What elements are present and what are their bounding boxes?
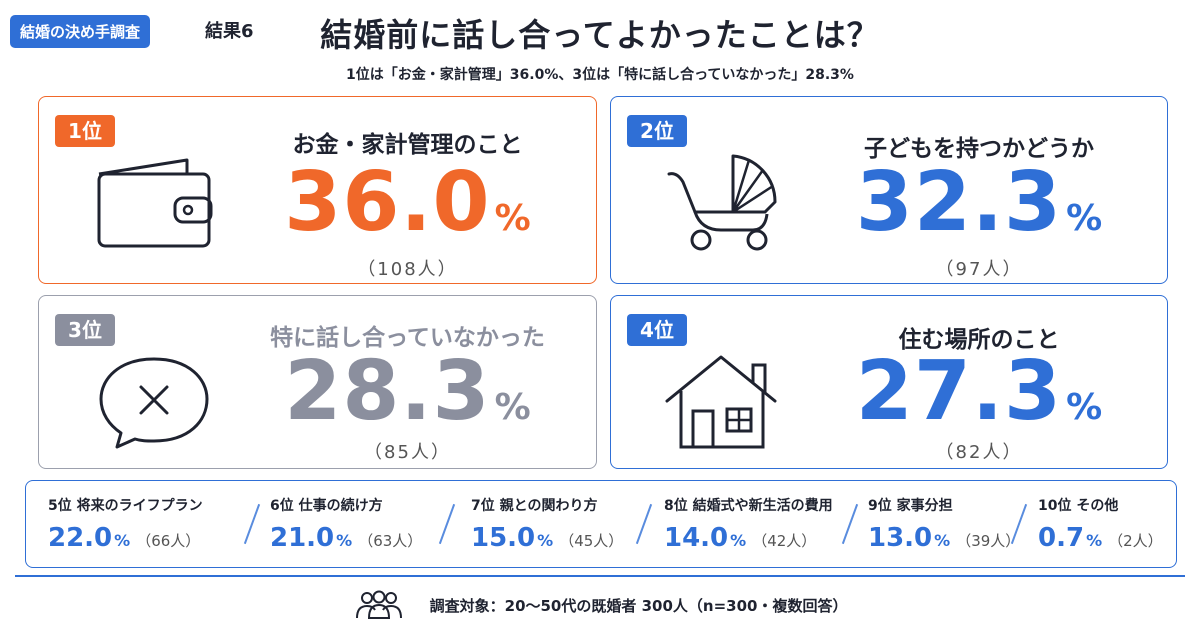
- rank-value: 32.3: [855, 155, 1063, 250]
- rank-label: お金・家計管理のこと: [292, 132, 523, 158]
- other-rank-unit: %: [336, 531, 353, 550]
- result-number: 結果6: [205, 21, 254, 42]
- baby-stroller-icon: [667, 154, 777, 251]
- other-rank-value-row: 22.0% （66人）: [48, 523, 200, 553]
- house-icon: [665, 355, 777, 449]
- other-rank-unit: %: [114, 531, 131, 550]
- survey-tag: 結婚の決め手調査: [10, 15, 151, 48]
- divider: [438, 503, 456, 545]
- other-rank-count: （66人）: [136, 532, 201, 550]
- other-rank-name: 9位 家事分担: [868, 498, 953, 514]
- rank-label: 住む場所のこと: [898, 327, 1060, 353]
- rank-unit: %: [1066, 198, 1103, 239]
- other-rank-count: （39人）: [956, 532, 1021, 550]
- divider: [635, 503, 653, 545]
- other-rank-name: 7位 親との関わり方: [471, 498, 598, 514]
- other-rank-value-row: 13.0% （39人）: [868, 523, 1020, 553]
- people-icon: [355, 590, 402, 619]
- rank-unit: %: [1066, 387, 1103, 428]
- divider: [841, 503, 859, 545]
- rank-unit: %: [494, 198, 531, 239]
- rank-badge: 1位: [55, 115, 115, 147]
- other-rank-value: 21.0: [270, 523, 335, 553]
- rank-label: 子どもを持つかどうか: [864, 136, 1094, 162]
- other-rank-value-row: 15.0% （45人）: [471, 523, 623, 553]
- other-rank-unit: %: [934, 531, 951, 550]
- other-rank-value-row: 21.0% （63人）: [270, 523, 422, 553]
- footer-divider: [15, 575, 1185, 577]
- rank-badge: 4位: [627, 314, 687, 346]
- other-rank-name: 8位 結婚式や新生活の費用: [664, 498, 833, 514]
- other-rank-name: 10位 その他: [1038, 498, 1119, 514]
- rank-card-4: 4位 住む場所のこと 27.3% （82人）: [610, 295, 1168, 469]
- other-rank-name: 6位 仕事の続け方: [270, 498, 383, 514]
- other-rank-value-row: 0.7% （2人）: [1038, 523, 1163, 553]
- speech-bubble-x-icon: [99, 357, 209, 449]
- header: 結婚の決め手調査 結果6 結婚前に話し合ってよかったことは？ 1位は「お金・家計…: [0, 0, 1200, 95]
- survey-scope: 調査対象：20～50代の既婚者 300人（n=300・複数回答）: [429, 596, 848, 615]
- rank-unit: %: [494, 387, 531, 428]
- other-rank-count: （2人）: [1108, 532, 1163, 550]
- rank-value: 28.3: [284, 344, 491, 439]
- other-rank-count: （45人）: [559, 532, 624, 550]
- other-rank-value: 15.0: [471, 523, 536, 553]
- rank-percent: 28.3%: [239, 344, 576, 439]
- other-rank-name: 5位 将来のライフプラン: [48, 498, 203, 514]
- rank-badge: 3位: [55, 314, 115, 346]
- page-subtitle: 1位は「お金・家計管理」36.0%、3位は「特に話し合っていなかった」28.3%: [346, 67, 854, 83]
- wallet-icon: [97, 158, 213, 248]
- rank-count: （108人）: [357, 259, 458, 280]
- other-rank-unit: %: [537, 531, 554, 550]
- rank-count: （82人）: [935, 442, 1023, 463]
- rank-percent: 27.3%: [811, 344, 1147, 439]
- page-title: 結婚前に話し合ってよかったことは？: [320, 16, 880, 54]
- rank-count: （97人）: [935, 259, 1023, 280]
- rank-badge: 2位: [627, 115, 687, 147]
- rank-label: 特に話し合っていなかった: [270, 325, 545, 351]
- other-rank-unit: %: [730, 531, 747, 550]
- other-rank-value: 14.0: [664, 523, 729, 553]
- other-rank-value: 0.7: [1038, 523, 1085, 553]
- other-rank-count: （42人）: [752, 532, 817, 550]
- footer: 調査対象：20～50代の既婚者 300人（n=300・複数回答）: [0, 590, 1200, 620]
- other-rank-value-row: 14.0% （42人）: [664, 523, 816, 553]
- rank-count: （85人）: [364, 442, 451, 463]
- other-rank-unit: %: [1086, 531, 1103, 550]
- rank-value: 36.0: [284, 155, 491, 250]
- rank-card-3: 3位 特に話し合っていなかった 28.3% （85人）: [38, 295, 597, 469]
- rank-value: 27.3: [855, 344, 1063, 439]
- divider: [243, 503, 261, 545]
- other-ranks-panel: 5位 将来のライフプラン 22.0% （66人） 6位 仕事の続け方 21.0% （…: [25, 480, 1177, 568]
- rank-card-1: 1位 お金・家計管理のこと 36.0% （108人）: [38, 96, 597, 284]
- rank-percent: 36.0%: [239, 155, 576, 250]
- rank-card-2: 2位 子どもを持つかどうか 32.3% （97人）: [610, 96, 1168, 284]
- rank-percent: 32.3%: [811, 155, 1147, 250]
- other-rank-value: 22.0: [48, 523, 113, 553]
- other-rank-count: （63人）: [358, 532, 423, 550]
- other-rank-value: 13.0: [868, 523, 933, 553]
